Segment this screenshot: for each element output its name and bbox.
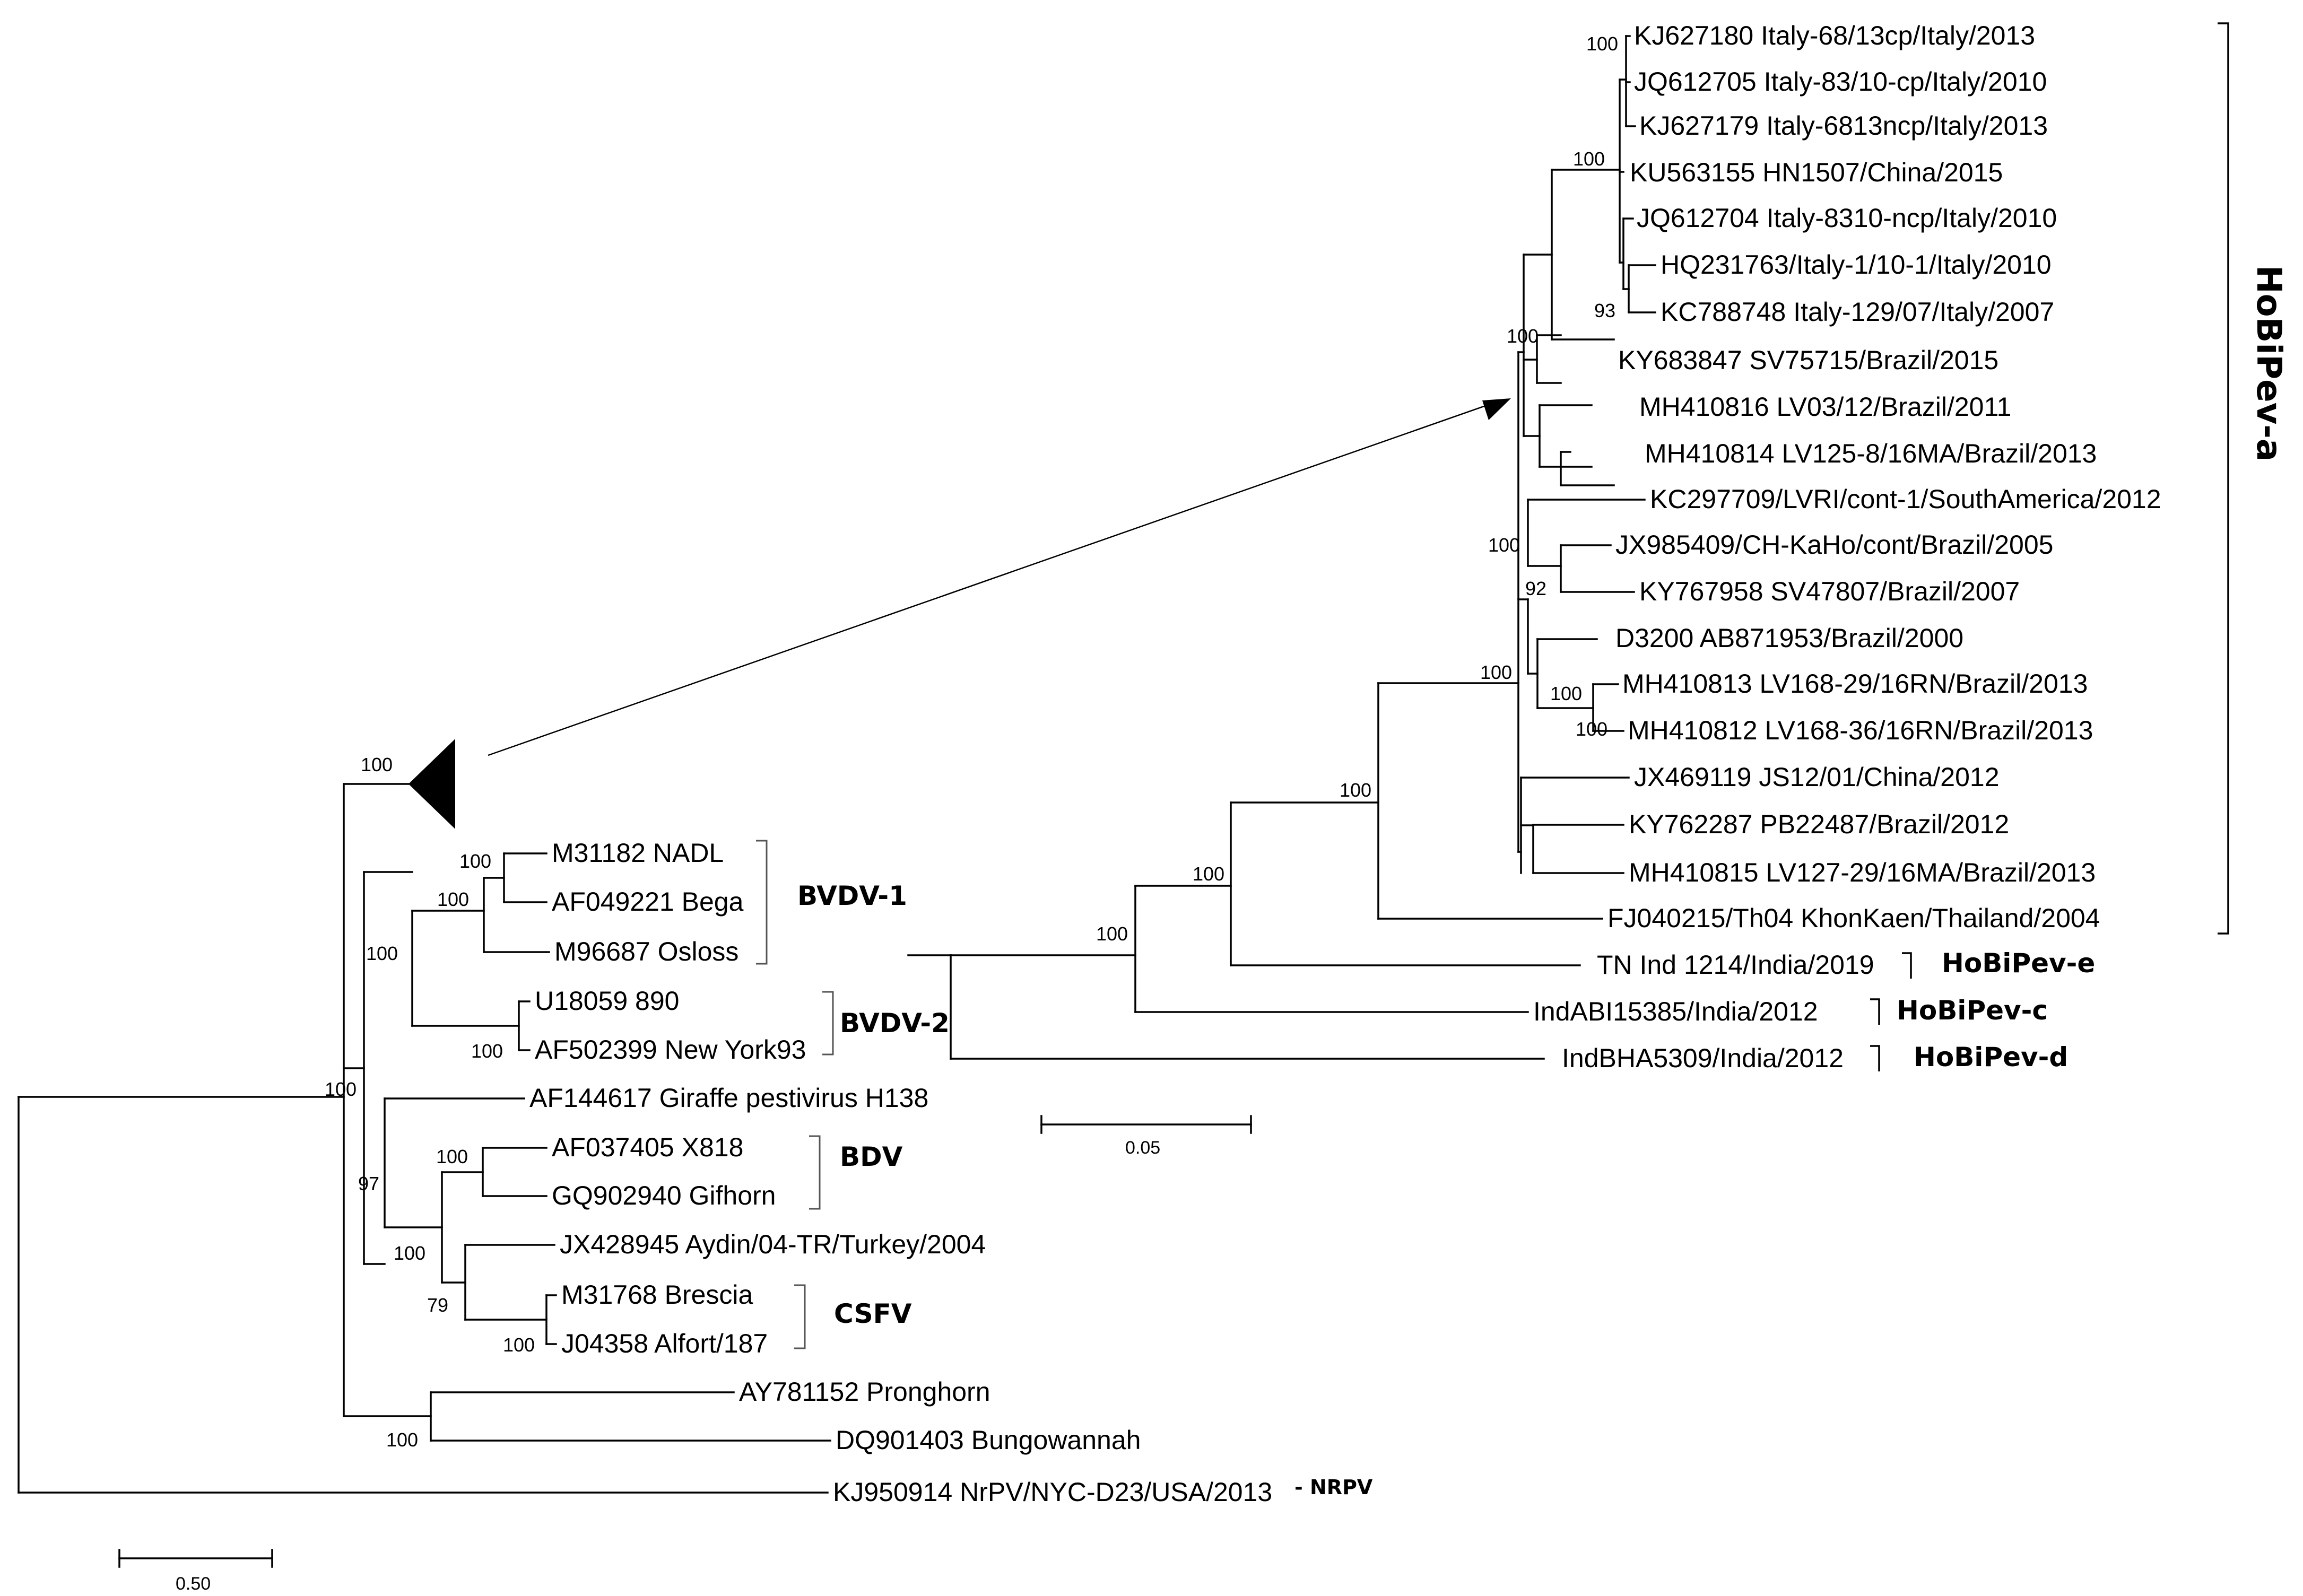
bootstrap-a-sub: 100 — [1488, 534, 1520, 556]
inset-leaf-labels: KJ627180 Italy-68/13cp/Italy/2013 JQ6127… — [1533, 21, 2161, 1073]
bootstrap-a-main: 100 — [1507, 325, 1539, 347]
bootstrap-a-jx: 92 — [1525, 578, 1546, 599]
clade-labels: HoBiPev-a HoBiPev-e HoBiPev-c HoBiPev-d … — [797, 265, 2288, 1499]
leaf-mh410813: MH410813 LV168-29/16RN/Brazil/2013 — [1622, 669, 2088, 699]
leaf-af502399: AF502399 New York93 — [535, 1035, 806, 1065]
collapsed-clade-triangle — [409, 739, 455, 829]
leaf-m31182: M31182 NADL — [552, 838, 724, 868]
clade-bvdv1-label: BVDV-1 — [797, 880, 907, 911]
bootstrap-values: 100 100 100 93 100 92 100 100 100 100 10… — [325, 33, 1618, 1451]
leaf-jx985409: JX985409/CH-KaHo/cont/Brazil/2005 — [1615, 530, 2053, 560]
leaf-ay781152: AY781152 Pronghorn — [739, 1377, 990, 1407]
leaf-u18059: U18059 890 — [535, 986, 679, 1016]
leaf-mh410814: MH410814 LV125-8/16MA/Brazil/2013 — [1645, 439, 2097, 468]
bootstrap-bdv-csfv: 100 — [394, 1242, 425, 1264]
leaf-ky683847: KY683847 SV75715/Brazil/2015 — [1618, 345, 1998, 375]
leaf-ky767958: KY767958 SV47807/Brazil/2007 — [1639, 577, 2020, 606]
bootstrap-hobi-c: 100 — [1193, 863, 1224, 885]
leaf-ky762287: KY762287 PB22487/Brazil/2012 — [1629, 809, 2009, 839]
clade-hobipev-e-label: HoBiPev-e — [1942, 948, 2095, 979]
leaf-dq901403: DQ901403 Bungowannah — [836, 1425, 1141, 1455]
clade-csfv-label: CSFV — [834, 1298, 912, 1329]
leaf-jx469119: JX469119 JS12/01/China/2012 — [1634, 762, 2000, 792]
leaf-jx428945: JX428945 Aydin/04-TR/Turkey/2004 — [560, 1229, 986, 1259]
bootstrap-ingroup: 100 — [325, 1078, 357, 1100]
leaf-kc297709: KC297709/LVRI/cont-1/SouthAmerica/2012 — [1650, 484, 2161, 514]
bootstrap-giraffe: 97 — [358, 1173, 379, 1194]
bootstrap-bvdv1: 100 — [437, 888, 469, 910]
zoom-arrow — [488, 405, 1486, 756]
leaf-m31768: M31768 Brescia — [561, 1280, 753, 1310]
leaf-j04358: J04358 Alfort/187 — [561, 1329, 768, 1358]
leaf-indabi: IndABI15385/India/2012 — [1533, 997, 1818, 1026]
bootstrap-a-kc: 93 — [1594, 300, 1615, 321]
leaf-kj627180: KJ627180 Italy-68/13cp/Italy/2013 — [1634, 21, 2035, 50]
leaf-mh410815: MH410815 LV127-29/16MA/Brazil/2013 — [1629, 858, 2096, 887]
clade-brackets — [756, 22, 2229, 1349]
leaf-af049221: AF049221 Bega — [552, 887, 744, 917]
bootstrap-hobi-e: 100 — [1340, 779, 1371, 801]
leaf-jq612705: JQ612705 Italy-83/10-cp/Italy/2010 — [1634, 67, 2047, 97]
leaf-kj950914: KJ950914 NrPV/NYC-D23/USA/2013 — [833, 1477, 1272, 1507]
clade-bvdv2-label: BVDV-2 — [840, 1008, 950, 1039]
leaf-af037405: AF037405 X818 — [552, 1132, 743, 1162]
bootstrap-a-italy: 100 — [1573, 148, 1605, 170]
scale-bar-inset: 0.05 — [1040, 1115, 1252, 1158]
leaf-m96687: M96687 Osloss — [554, 937, 738, 966]
bootstrap-a-lv168: 100 — [1576, 718, 1607, 740]
bootstrap-collapsed: 100 — [361, 754, 393, 775]
bootstrap-prong: 100 — [386, 1429, 418, 1451]
leaf-jq612704: JQ612704 Italy-8310-ncp/Italy/2010 — [1637, 203, 2057, 233]
bootstrap-csfv: 100 — [503, 1334, 535, 1356]
bootstrap-hobi-d: 100 — [1096, 923, 1128, 945]
clade-hobipev-a-label: HoBiPev-a — [2249, 265, 2288, 461]
zoom-arrow-head — [1482, 398, 1511, 420]
main-tree-branches — [18, 783, 831, 1494]
leaf-mh410812: MH410812 LV168-36/16RN/Brazil/2013 — [1628, 716, 2093, 745]
leaf-kj627179: KJ627179 Italy-6813ncp/Italy/2013 — [1639, 111, 2048, 141]
clade-nrpv-label: - NRPV — [1294, 1476, 1373, 1499]
bootstrap-a-clade: 100 — [1480, 661, 1512, 683]
leaf-ku563155: KU563155 HN1507/China/2015 — [1630, 158, 2003, 187]
bootstrap-bvdv: 100 — [366, 943, 398, 964]
scale-label-inset: 0.05 — [1125, 1138, 1160, 1158]
leaf-tn-ind: TN Ind 1214/India/2019 — [1597, 950, 1874, 980]
bootstrap-csfv-tk: 79 — [427, 1294, 448, 1316]
scale-label-main: 0.50 — [176, 1574, 211, 1594]
bootstrap-bvdv1-top: 100 — [459, 850, 491, 872]
leaf-gq902940: GQ902940 Gifhorn — [552, 1181, 776, 1210]
leaf-fj040215: FJ040215/Th04 KhonKaen/Thailand/2004 — [1607, 903, 2100, 933]
main-leaf-labels: M31182 NADL AF049221 Bega M96687 Osloss … — [529, 838, 1272, 1507]
scale-bar-main: 0.50 — [118, 1549, 273, 1594]
leaf-hq231763: HQ231763/Italy-1/10-1/Italy/2010 — [1661, 250, 2052, 280]
leaf-mh410816: MH410816 LV03/12/Brazil/2011 — [1639, 392, 2011, 422]
clade-bdv-label: BDV — [840, 1141, 903, 1172]
leaf-indbha: IndBHA5309/India/2012 — [1562, 1043, 1844, 1073]
leaf-kc788748: KC788748 Italy-129/07/Italy/2007 — [1661, 297, 2054, 327]
bootstrap-bdv: 100 — [436, 1146, 468, 1167]
clade-hobipev-c-label: HoBiPev-c — [1897, 995, 2048, 1026]
bootstrap-a-lv: 100 — [1550, 683, 1582, 704]
bootstrap-a-top: 100 — [1586, 33, 1618, 55]
leaf-af144617: AF144617 Giraffe pestivirus H138 — [529, 1083, 928, 1113]
clade-hobipev-d-label: HoBiPev-d — [1914, 1042, 2068, 1072]
bootstrap-bvdv2: 100 — [471, 1040, 503, 1062]
leaf-d3200: D3200 AB871953/Brazil/2000 — [1615, 623, 1963, 653]
inset-tree-branches — [907, 35, 1656, 1060]
